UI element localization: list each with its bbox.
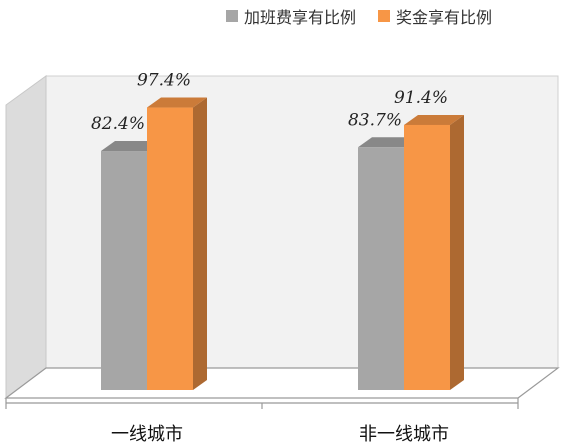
value-label: 82.4%: [91, 114, 145, 134]
bars-group: [101, 97, 464, 390]
bar-top: [147, 97, 207, 108]
bar-bonus-1[interactable]: [404, 114, 464, 390]
bar-top: [358, 137, 418, 148]
bar-front: [358, 147, 404, 390]
legend-label-bonus: 奖金享有比例: [396, 8, 493, 27]
bar-top: [101, 141, 161, 152]
bar-top: [404, 114, 464, 125]
legend-swatch-overtime: [226, 10, 238, 22]
bar-side: [450, 114, 464, 390]
bar-front: [101, 151, 147, 390]
chart-side-wall: [5, 75, 47, 399]
chart-legend: 加班费享有比例 奖金享有比例: [226, 4, 492, 28]
chart-floor: [4, 367, 560, 399]
labels-group: 82.4% 97.4% 一线城市 83.7%91.4% 非一线城市: [91, 71, 449, 445]
bar-side: [193, 97, 207, 390]
legend-label-overtime: 加班费享有比例: [244, 8, 357, 27]
value-label: 91.4%: [394, 88, 448, 108]
legend-swatch-bonus: [378, 10, 391, 22]
bar-front: [147, 107, 193, 390]
value-label: 97.4%: [137, 71, 191, 91]
value-label: 83.7%: [348, 110, 402, 130]
bar-bonus-0[interactable]: [147, 97, 207, 390]
legend-item-bonus[interactable]: 奖金享有比例: [378, 4, 492, 28]
bar-front: [404, 124, 450, 390]
category-label: 一线城市: [111, 424, 183, 445]
category-label: 非一线城市: [359, 424, 449, 445]
legend-item-overtime[interactable]: 加班费享有比例: [226, 4, 356, 28]
